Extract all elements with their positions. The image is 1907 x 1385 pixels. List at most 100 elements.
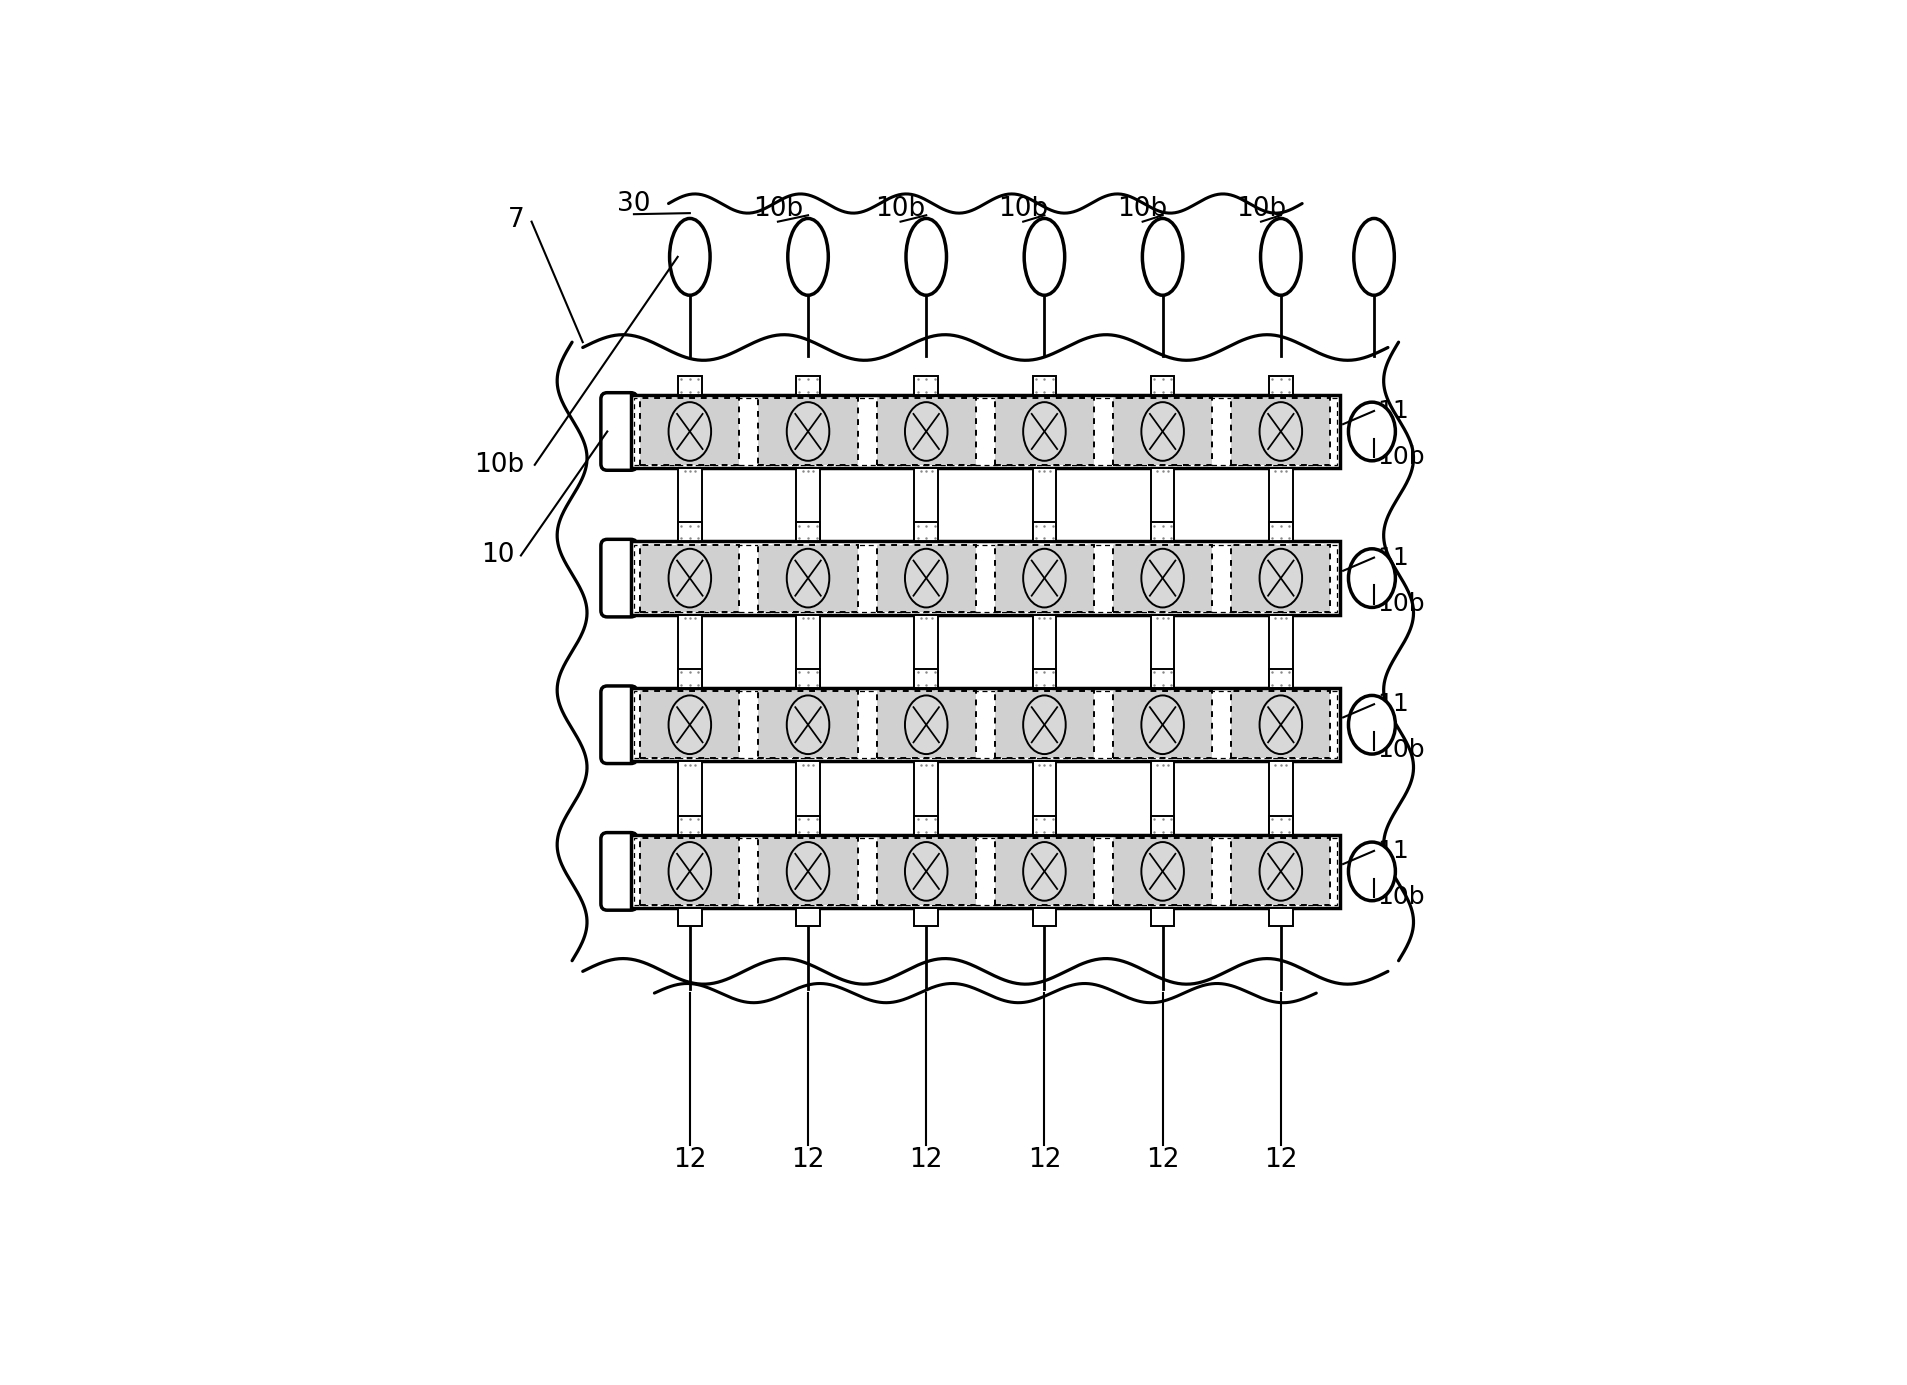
Bar	[679, 615, 702, 688]
Bar	[915, 763, 936, 834]
Bar	[641, 397, 740, 465]
Ellipse shape	[906, 695, 948, 753]
Bar	[797, 615, 820, 688]
Text: 10: 10	[481, 543, 515, 568]
Bar	[797, 470, 818, 540]
Bar	[679, 375, 702, 395]
Bar	[1152, 763, 1173, 834]
Ellipse shape	[1142, 219, 1182, 295]
Bar	[1270, 470, 1291, 540]
Ellipse shape	[788, 695, 830, 753]
Ellipse shape	[1348, 842, 1396, 900]
Bar	[1032, 816, 1056, 835]
Ellipse shape	[1142, 695, 1184, 753]
Bar	[915, 816, 938, 835]
Bar	[679, 909, 700, 925]
Bar	[1036, 817, 1055, 834]
Text: 10b: 10b	[1377, 591, 1425, 616]
Text: 12: 12	[673, 1147, 707, 1173]
Ellipse shape	[906, 219, 946, 295]
Bar	[917, 524, 936, 540]
Ellipse shape	[1348, 548, 1396, 608]
Text: 10b: 10b	[753, 195, 803, 222]
Ellipse shape	[906, 402, 948, 461]
Bar	[797, 468, 820, 542]
Bar	[995, 397, 1095, 465]
Bar	[1272, 524, 1291, 540]
Ellipse shape	[1348, 402, 1396, 461]
Ellipse shape	[788, 548, 830, 608]
Bar	[797, 909, 818, 925]
Text: 10b: 10b	[1118, 195, 1167, 222]
FancyBboxPatch shape	[601, 686, 637, 763]
Bar	[1150, 615, 1175, 688]
Bar	[799, 377, 818, 393]
Bar	[915, 470, 936, 540]
Bar	[1034, 909, 1055, 925]
Bar	[995, 838, 1095, 904]
Bar	[1114, 838, 1213, 904]
Bar	[679, 468, 702, 542]
Bar	[1270, 763, 1291, 834]
Text: 10b: 10b	[1377, 445, 1425, 470]
Bar	[641, 691, 740, 758]
Ellipse shape	[669, 402, 711, 461]
Bar	[915, 669, 938, 688]
Bar	[759, 838, 858, 904]
Text: 10b: 10b	[1377, 885, 1425, 909]
Bar	[1154, 670, 1173, 687]
Ellipse shape	[906, 548, 948, 608]
Bar	[1272, 670, 1291, 687]
Ellipse shape	[669, 695, 711, 753]
Bar	[1232, 544, 1331, 612]
Bar	[1032, 375, 1056, 395]
Bar	[641, 544, 740, 612]
Bar	[1268, 615, 1293, 688]
Text: 11: 11	[1377, 546, 1409, 569]
Bar	[1032, 909, 1056, 925]
Bar	[1270, 909, 1291, 925]
Text: 11: 11	[1377, 399, 1409, 422]
Bar	[1150, 669, 1175, 688]
Bar	[1114, 691, 1213, 758]
Text: 12: 12	[791, 1147, 826, 1173]
FancyBboxPatch shape	[601, 832, 637, 910]
Bar	[1114, 397, 1213, 465]
Bar	[1270, 616, 1291, 687]
Bar	[1272, 817, 1291, 834]
Ellipse shape	[1142, 402, 1184, 461]
Bar	[995, 544, 1095, 612]
Bar	[1232, 397, 1331, 465]
Ellipse shape	[1024, 548, 1066, 608]
Bar	[631, 835, 1341, 909]
Bar	[915, 615, 938, 688]
Bar	[1232, 691, 1331, 758]
Ellipse shape	[1024, 842, 1066, 900]
Bar	[915, 616, 936, 687]
Ellipse shape	[669, 842, 711, 900]
Bar	[631, 395, 1341, 468]
FancyBboxPatch shape	[601, 393, 637, 471]
Bar	[995, 691, 1095, 758]
Bar	[799, 817, 818, 834]
Bar	[797, 909, 820, 925]
Bar	[1150, 375, 1175, 395]
Text: 10b: 10b	[997, 195, 1049, 222]
Bar	[799, 524, 818, 540]
Bar	[681, 377, 700, 393]
Bar	[679, 763, 700, 834]
Bar	[797, 669, 820, 688]
Text: 12: 12	[1146, 1147, 1179, 1173]
Ellipse shape	[1261, 219, 1301, 295]
Bar	[633, 838, 1337, 904]
Bar	[1034, 616, 1055, 687]
Text: 12: 12	[1264, 1147, 1297, 1173]
Bar	[915, 468, 938, 542]
Bar	[917, 377, 936, 393]
Bar	[1032, 669, 1056, 688]
Ellipse shape	[1024, 695, 1066, 753]
Bar	[1268, 468, 1293, 542]
Bar	[679, 816, 702, 835]
Bar	[1032, 468, 1056, 542]
Ellipse shape	[1259, 548, 1302, 608]
